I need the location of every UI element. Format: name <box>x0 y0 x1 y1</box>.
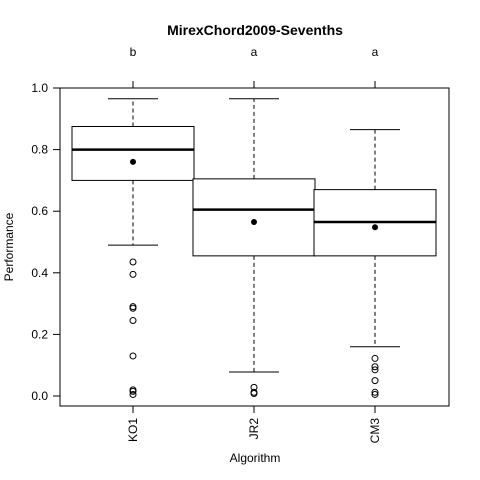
y-axis-label: Performance <box>2 212 16 281</box>
x-axis-label: Algorithm <box>230 451 281 465</box>
y-tick-label: 0.8 <box>31 143 48 157</box>
box-jr2 <box>192 98 316 398</box>
y-axis: 0.0 0.2 0.4 0.6 0.8 1.0 <box>31 81 60 403</box>
chart-title: MirexChord2009-Sevenths <box>167 22 343 38</box>
outlier-point <box>129 270 137 278</box>
outlier-point <box>371 388 379 396</box>
iqr-box <box>71 126 195 181</box>
y-tick-label: 0.4 <box>31 266 48 280</box>
group-letter: a <box>372 45 379 59</box>
outlier-point <box>371 390 379 398</box>
x-tick-label: KO1 <box>126 418 140 442</box>
outlier-point <box>129 258 137 266</box>
y-tick-label: 1.0 <box>31 81 48 95</box>
outlier-point <box>129 387 137 395</box>
outlier-point <box>371 366 379 374</box>
outlier-point <box>371 354 379 362</box>
box-ko1 <box>71 98 195 398</box>
mean-point <box>372 224 378 231</box>
y-tick-label: 0.6 <box>31 204 48 218</box>
x-axis: KO1 JR2 CM3 <box>126 406 382 443</box>
outlier-point <box>129 390 137 398</box>
outlier-point <box>371 377 379 385</box>
outlier-point <box>129 304 137 312</box>
outlier-point <box>371 363 379 371</box>
outlier-point <box>129 352 137 360</box>
x-tick-label: CM3 <box>368 418 382 444</box>
y-tick-label: 0.2 <box>31 327 48 341</box>
boxes <box>71 98 437 398</box>
group-letter: b <box>130 45 137 59</box>
mean-point <box>251 218 257 225</box>
y-tick-label: 0.0 <box>31 389 48 403</box>
mean-point <box>130 158 136 165</box>
outlier-point <box>129 317 137 325</box>
outlier-point <box>250 390 258 398</box>
group-letter: a <box>251 45 258 59</box>
x-tick-label: JR2 <box>247 418 261 440</box>
iqr-box <box>192 178 316 257</box>
box-cm3 <box>313 129 437 398</box>
